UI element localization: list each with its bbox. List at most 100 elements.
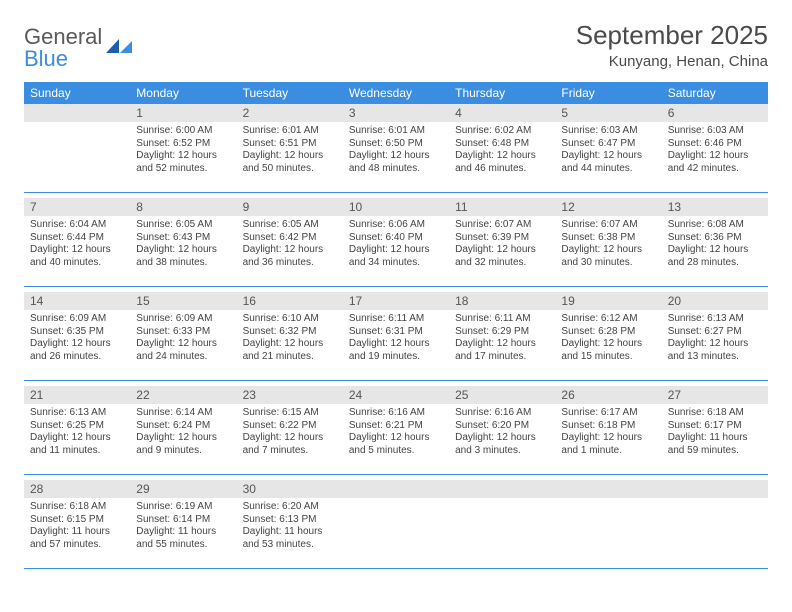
day-number: 24	[343, 386, 449, 404]
weekday-header: Wednesday	[343, 82, 449, 104]
day-body: Sunrise: 6:20 AMSunset: 6:13 PMDaylight:…	[237, 498, 343, 555]
day-cell: 6Sunrise: 6:03 AMSunset: 6:46 PMDaylight…	[662, 104, 768, 192]
day-body: Sunrise: 6:01 AMSunset: 6:51 PMDaylight:…	[237, 122, 343, 179]
daylight-text: Daylight: 12 hours and 40 minutes.	[30, 244, 124, 269]
daylight-text: Daylight: 12 hours and 7 minutes.	[243, 432, 337, 457]
day-body: Sunrise: 6:03 AMSunset: 6:46 PMDaylight:…	[662, 122, 768, 179]
daylight-text: Daylight: 12 hours and 36 minutes.	[243, 244, 337, 269]
day-cell: 9Sunrise: 6:05 AMSunset: 6:42 PMDaylight…	[237, 198, 343, 286]
day-cell: 15Sunrise: 6:09 AMSunset: 6:33 PMDayligh…	[130, 292, 236, 380]
weekday-header: Friday	[555, 82, 661, 104]
sunset-text: Sunset: 6:46 PM	[668, 138, 762, 151]
day-cell	[662, 480, 768, 568]
day-cell: 27Sunrise: 6:18 AMSunset: 6:17 PMDayligh…	[662, 386, 768, 474]
sunset-text: Sunset: 6:44 PM	[30, 232, 124, 245]
week-row: 14Sunrise: 6:09 AMSunset: 6:35 PMDayligh…	[24, 292, 768, 380]
day-number: 15	[130, 292, 236, 310]
day-cell: 23Sunrise: 6:15 AMSunset: 6:22 PMDayligh…	[237, 386, 343, 474]
sunset-text: Sunset: 6:42 PM	[243, 232, 337, 245]
day-body: Sunrise: 6:13 AMSunset: 6:25 PMDaylight:…	[24, 404, 130, 461]
day-number-empty	[555, 480, 661, 498]
day-cell: 5Sunrise: 6:03 AMSunset: 6:47 PMDaylight…	[555, 104, 661, 192]
sunset-text: Sunset: 6:33 PM	[136, 326, 230, 339]
sunrise-text: Sunrise: 6:00 AM	[136, 125, 230, 138]
sunrise-text: Sunrise: 6:11 AM	[349, 313, 443, 326]
day-number-empty	[449, 480, 555, 498]
sunset-text: Sunset: 6:13 PM	[243, 514, 337, 527]
daylight-text: Daylight: 12 hours and 46 minutes.	[455, 150, 549, 175]
sunset-text: Sunset: 6:31 PM	[349, 326, 443, 339]
daylight-text: Daylight: 12 hours and 15 minutes.	[561, 338, 655, 363]
sunrise-text: Sunrise: 6:04 AM	[30, 219, 124, 232]
sunset-text: Sunset: 6:35 PM	[30, 326, 124, 339]
day-number: 12	[555, 198, 661, 216]
day-cell	[24, 104, 130, 192]
daylight-text: Daylight: 12 hours and 32 minutes.	[455, 244, 549, 269]
day-cell: 29Sunrise: 6:19 AMSunset: 6:14 PMDayligh…	[130, 480, 236, 568]
day-cell: 12Sunrise: 6:07 AMSunset: 6:38 PMDayligh…	[555, 198, 661, 286]
day-number: 22	[130, 386, 236, 404]
day-number: 28	[24, 480, 130, 498]
daylight-text: Daylight: 12 hours and 42 minutes.	[668, 150, 762, 175]
sunrise-text: Sunrise: 6:03 AM	[668, 125, 762, 138]
day-body: Sunrise: 6:09 AMSunset: 6:33 PMDaylight:…	[130, 310, 236, 367]
sunrise-text: Sunrise: 6:08 AM	[668, 219, 762, 232]
day-body: Sunrise: 6:16 AMSunset: 6:21 PMDaylight:…	[343, 404, 449, 461]
sail-icon	[106, 39, 132, 57]
day-body: Sunrise: 6:15 AMSunset: 6:22 PMDaylight:…	[237, 404, 343, 461]
week-row: 28Sunrise: 6:18 AMSunset: 6:15 PMDayligh…	[24, 480, 768, 568]
daylight-text: Daylight: 12 hours and 5 minutes.	[349, 432, 443, 457]
sunrise-text: Sunrise: 6:01 AM	[349, 125, 443, 138]
day-cell: 13Sunrise: 6:08 AMSunset: 6:36 PMDayligh…	[662, 198, 768, 286]
day-number: 29	[130, 480, 236, 498]
weekday-header: Thursday	[449, 82, 555, 104]
day-body: Sunrise: 6:19 AMSunset: 6:14 PMDaylight:…	[130, 498, 236, 555]
day-cell: 16Sunrise: 6:10 AMSunset: 6:32 PMDayligh…	[237, 292, 343, 380]
day-number: 6	[662, 104, 768, 122]
sunset-text: Sunset: 6:38 PM	[561, 232, 655, 245]
daylight-text: Daylight: 12 hours and 11 minutes.	[30, 432, 124, 457]
sunset-text: Sunset: 6:48 PM	[455, 138, 549, 151]
day-number: 14	[24, 292, 130, 310]
day-number: 16	[237, 292, 343, 310]
location-text: Kunyang, Henan, China	[576, 53, 768, 70]
sunrise-text: Sunrise: 6:18 AM	[30, 501, 124, 514]
day-number: 19	[555, 292, 661, 310]
sunset-text: Sunset: 6:22 PM	[243, 420, 337, 433]
daylight-text: Daylight: 12 hours and 48 minutes.	[349, 150, 443, 175]
weekday-header: Sunday	[24, 82, 130, 104]
sunrise-text: Sunrise: 6:07 AM	[455, 219, 549, 232]
calendar-page: General Blue September 2025 Kunyang, Hen…	[0, 0, 792, 589]
week-row: 1Sunrise: 6:00 AMSunset: 6:52 PMDaylight…	[24, 104, 768, 192]
day-number: 7	[24, 198, 130, 216]
daylight-text: Daylight: 12 hours and 24 minutes.	[136, 338, 230, 363]
sunrise-text: Sunrise: 6:06 AM	[349, 219, 443, 232]
daylight-text: Daylight: 12 hours and 1 minute.	[561, 432, 655, 457]
day-cell: 24Sunrise: 6:16 AMSunset: 6:21 PMDayligh…	[343, 386, 449, 474]
day-cell: 18Sunrise: 6:11 AMSunset: 6:29 PMDayligh…	[449, 292, 555, 380]
day-number: 20	[662, 292, 768, 310]
sunrise-text: Sunrise: 6:05 AM	[243, 219, 337, 232]
sunset-text: Sunset: 6:21 PM	[349, 420, 443, 433]
sunset-text: Sunset: 6:47 PM	[561, 138, 655, 151]
sunrise-text: Sunrise: 6:02 AM	[455, 125, 549, 138]
day-cell: 25Sunrise: 6:16 AMSunset: 6:20 PMDayligh…	[449, 386, 555, 474]
sunset-text: Sunset: 6:40 PM	[349, 232, 443, 245]
day-cell: 10Sunrise: 6:06 AMSunset: 6:40 PMDayligh…	[343, 198, 449, 286]
day-cell: 8Sunrise: 6:05 AMSunset: 6:43 PMDaylight…	[130, 198, 236, 286]
day-body: Sunrise: 6:11 AMSunset: 6:31 PMDaylight:…	[343, 310, 449, 367]
sunset-text: Sunset: 6:51 PM	[243, 138, 337, 151]
daylight-text: Daylight: 11 hours and 59 minutes.	[668, 432, 762, 457]
weekday-header-row: SundayMondayTuesdayWednesdayThursdayFrid…	[24, 82, 768, 104]
day-cell: 19Sunrise: 6:12 AMSunset: 6:28 PMDayligh…	[555, 292, 661, 380]
day-body: Sunrise: 6:05 AMSunset: 6:43 PMDaylight:…	[130, 216, 236, 273]
day-body: Sunrise: 6:00 AMSunset: 6:52 PMDaylight:…	[130, 122, 236, 179]
sunset-text: Sunset: 6:15 PM	[30, 514, 124, 527]
daylight-text: Daylight: 12 hours and 52 minutes.	[136, 150, 230, 175]
week-row: 7Sunrise: 6:04 AMSunset: 6:44 PMDaylight…	[24, 198, 768, 286]
daylight-text: Daylight: 11 hours and 55 minutes.	[136, 526, 230, 551]
sunrise-text: Sunrise: 6:03 AM	[561, 125, 655, 138]
day-body: Sunrise: 6:18 AMSunset: 6:15 PMDaylight:…	[24, 498, 130, 555]
sunrise-text: Sunrise: 6:17 AM	[561, 407, 655, 420]
day-number: 13	[662, 198, 768, 216]
